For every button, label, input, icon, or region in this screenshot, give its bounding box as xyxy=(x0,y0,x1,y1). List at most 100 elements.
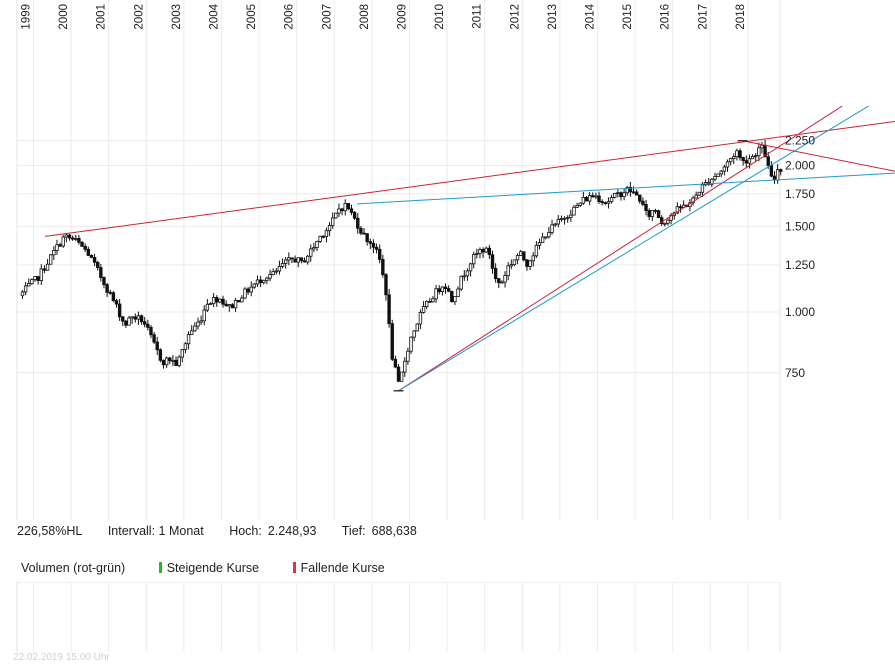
y-tick-label: 1.250 xyxy=(785,258,815,272)
y-tick-label: 1.000 xyxy=(785,305,815,319)
candle-body xyxy=(678,206,683,209)
candle-body xyxy=(334,212,338,219)
candle-body xyxy=(299,257,304,262)
x-tick-label: 1999 xyxy=(21,4,33,30)
x-tick-label: 2017 xyxy=(697,4,709,30)
candle-body xyxy=(293,258,297,263)
candle-body xyxy=(387,294,391,325)
candle-body xyxy=(152,334,156,343)
candle-body xyxy=(578,202,582,206)
candle-body xyxy=(337,208,341,214)
candle-body xyxy=(352,212,357,219)
candle-body xyxy=(268,274,272,279)
candle-body xyxy=(666,219,670,224)
candle-body xyxy=(766,156,770,166)
candle-body xyxy=(569,214,573,218)
candle-body xyxy=(606,201,611,204)
x-tick-label: 2012 xyxy=(509,4,521,30)
candle-body xyxy=(609,197,614,203)
candle-body xyxy=(108,291,112,294)
candle-body xyxy=(769,165,774,177)
candle-body xyxy=(146,323,150,328)
candle-body xyxy=(315,241,319,248)
candle-body xyxy=(117,303,122,318)
falling-swatch-icon xyxy=(292,562,296,573)
info-bar: 226,58%HL Intervall: 1 Monat Hoch: 2.248,… xyxy=(17,524,439,538)
candle-body xyxy=(164,357,169,366)
volume-legend: Volumen (rot-grün) Steigende Kurse Falle… xyxy=(21,561,415,575)
candle-body xyxy=(277,266,282,272)
candle-body xyxy=(105,284,109,293)
x-tick-label: 2004 xyxy=(209,3,221,29)
candle-body xyxy=(647,210,651,217)
candle-body xyxy=(616,192,620,195)
candle-body xyxy=(233,299,238,309)
candle-body xyxy=(490,254,495,269)
candle-body xyxy=(149,326,153,336)
candle-body xyxy=(613,193,617,198)
candle-body xyxy=(227,304,231,307)
candle-body xyxy=(142,321,147,325)
candle-body xyxy=(177,356,181,366)
candle-body xyxy=(600,201,604,203)
candle-body xyxy=(171,359,175,362)
candle-body xyxy=(274,270,278,273)
candle-body xyxy=(572,206,576,216)
candle-body xyxy=(725,161,730,168)
y-tick-label: 2.250 xyxy=(785,134,815,148)
candle-body xyxy=(262,279,266,284)
candle-body xyxy=(424,301,429,307)
candle-body xyxy=(158,349,163,361)
x-tick-label: 2009 xyxy=(397,4,409,30)
candles xyxy=(20,139,783,383)
candle-body xyxy=(594,195,598,198)
candle-body xyxy=(396,366,401,382)
candle-body xyxy=(168,357,172,362)
candle-body xyxy=(58,244,62,247)
candle-body xyxy=(500,281,504,284)
y-tick-label: 1.750 xyxy=(785,187,815,201)
x-tick-label: 2005 xyxy=(246,4,258,30)
candle-body xyxy=(205,303,210,311)
candle-body xyxy=(215,297,219,303)
candle-body xyxy=(193,325,197,332)
candle-body xyxy=(359,227,363,234)
candle-body xyxy=(102,277,106,286)
candle-body xyxy=(45,263,50,271)
candle-body xyxy=(127,317,131,326)
candle-body xyxy=(465,270,470,277)
candle-body xyxy=(453,296,457,303)
candle-body xyxy=(346,203,351,210)
low-value: 688,638 xyxy=(371,524,417,538)
candle-body xyxy=(136,315,141,320)
candle-body xyxy=(114,300,119,305)
x-tick-label: 2001 xyxy=(96,4,108,30)
candle-body xyxy=(368,241,372,244)
candle-body xyxy=(509,264,513,267)
trendline xyxy=(398,105,869,392)
candle-body xyxy=(133,316,137,320)
candle-body xyxy=(653,210,658,212)
candle-body xyxy=(111,292,116,301)
candle-body xyxy=(189,330,194,335)
candle-body xyxy=(641,200,645,205)
candle-body xyxy=(409,336,413,352)
candle-body xyxy=(434,288,438,300)
candle-body xyxy=(700,184,705,193)
candle-body xyxy=(230,304,235,309)
candle-body xyxy=(484,247,488,253)
candle-body xyxy=(550,224,554,233)
candle-body xyxy=(302,260,307,263)
candle-body xyxy=(757,147,761,157)
candle-body xyxy=(202,309,206,322)
candle-body xyxy=(625,186,629,194)
candle-body xyxy=(249,286,253,293)
candle-body xyxy=(393,358,398,368)
candle-body xyxy=(330,217,335,226)
candle-body xyxy=(519,251,523,256)
x-tick-label: 2010 xyxy=(434,4,446,30)
candle-body xyxy=(77,238,81,243)
grid xyxy=(16,0,781,520)
candle-body xyxy=(537,242,542,246)
trendlines xyxy=(44,105,895,392)
